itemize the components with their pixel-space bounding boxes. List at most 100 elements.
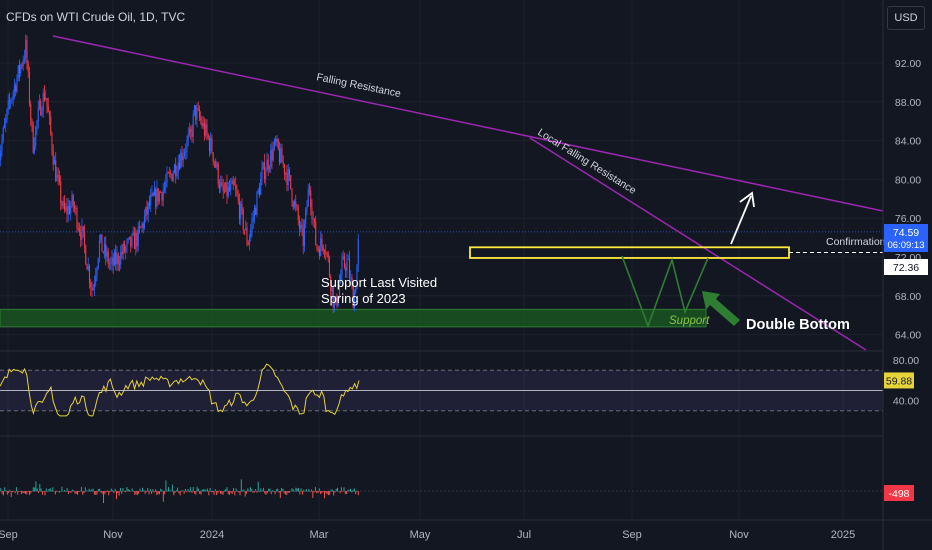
oscillator-bar [57, 490, 59, 492]
oscillator-bar [93, 491, 95, 495]
candle-body [343, 256, 346, 267]
oscillator-bar [155, 489, 157, 492]
candle-body [17, 65, 19, 79]
oscillator-bar [203, 489, 205, 492]
candle-body [53, 160, 56, 165]
candle-body [206, 124, 208, 135]
oscillator-bar [173, 491, 175, 496]
candle-body [60, 181, 62, 203]
oscillator-bar [54, 491, 56, 495]
x-tick-label: Sep [0, 529, 18, 541]
candle-body [273, 139, 276, 148]
oscillator-bar [142, 487, 144, 492]
candle-body [105, 243, 107, 257]
candle-body [150, 195, 152, 206]
candle-body [37, 108, 39, 122]
oscillator-bar [209, 487, 211, 492]
candle-body [25, 39, 27, 58]
candle-body [45, 97, 47, 100]
oscillator-bar [86, 490, 88, 492]
oscillator-bar [259, 491, 261, 493]
oscillator-bar [314, 487, 316, 492]
currency-button[interactable]: USD [887, 6, 925, 30]
oscillator-bar [157, 491, 159, 495]
candle-body [63, 201, 66, 211]
oscillator-bar [322, 491, 324, 492]
candle-body [226, 181, 228, 197]
oscillator-bar [22, 491, 24, 493]
oscillator-bar [66, 488, 68, 492]
candle-body [91, 287, 93, 291]
oscillator-bar [194, 491, 196, 494]
oscillator-bar [114, 488, 116, 492]
candle-body [276, 138, 278, 142]
double-bottom-pattern [621, 255, 709, 329]
oscillator-bar [266, 491, 268, 494]
oscillator-bar [105, 491, 107, 493]
candle-body [317, 248, 319, 250]
candle-body [130, 236, 132, 247]
oscillator-bar [246, 491, 248, 494]
candle-body [111, 257, 113, 263]
candle-body [122, 243, 124, 255]
oscillator-bar [269, 488, 271, 492]
oscillator-bar [74, 491, 76, 494]
oscillator-bar [110, 488, 112, 492]
oscillator-bar [168, 487, 170, 492]
candle-body [278, 149, 281, 163]
candle-body [108, 263, 111, 265]
candle-body [263, 162, 266, 180]
candle-body [97, 258, 99, 268]
candle-body [18, 65, 21, 74]
candle-body [137, 226, 139, 247]
oscillator-bar [56, 491, 58, 492]
oscillator-bar [213, 491, 215, 495]
oscillator-bar [330, 489, 332, 492]
candle-body [211, 138, 213, 153]
oscillator-bar [277, 488, 279, 492]
oscillator-bar [340, 487, 342, 492]
candle-body [181, 152, 183, 161]
candle-body [292, 202, 294, 208]
oscillator-bar [9, 489, 11, 492]
oscillator-bar [87, 490, 89, 492]
confirmation-price-value: 72.36 [893, 262, 919, 274]
oscillator-bar [32, 487, 34, 492]
candle-body [76, 208, 78, 229]
oscillator-bar [123, 491, 125, 492]
candle-body [41, 111, 43, 116]
candle-body [57, 174, 59, 177]
oscillator-bar [2, 491, 4, 496]
oscillator-bar [40, 488, 42, 492]
candle-body [272, 147, 274, 161]
candle-body [188, 128, 191, 135]
rsi-value-badge [884, 372, 914, 389]
candle-body [228, 186, 231, 191]
candle-body [231, 180, 233, 184]
oscillator-bar [334, 491, 336, 493]
candle-body [121, 251, 123, 255]
candle-body [330, 276, 332, 292]
oscillator-bar [214, 489, 216, 492]
oscillator-bar [239, 491, 241, 496]
candle-body [305, 208, 307, 225]
rsi-line [0, 363, 360, 417]
oscillator-bar [304, 490, 306, 492]
oscillator-bar [316, 491, 318, 494]
candle-body [11, 98, 13, 102]
oscillator-bar [177, 487, 179, 492]
oscillator-bar [82, 491, 84, 495]
rsi-tick-label: 40.00 [893, 396, 919, 408]
oscillator-bar [272, 490, 274, 492]
oscillator-bar [100, 491, 102, 493]
oscillator-bar [79, 490, 81, 492]
oscillator-bar [75, 491, 77, 495]
candle-body [51, 133, 53, 151]
candle-body [87, 265, 89, 270]
x-tick-label: Jul [517, 529, 531, 541]
oscillator-bar [339, 491, 341, 494]
candle-body [198, 109, 201, 118]
oscillator-bar [182, 490, 184, 492]
confirmation-label: Confirmation [826, 236, 886, 248]
